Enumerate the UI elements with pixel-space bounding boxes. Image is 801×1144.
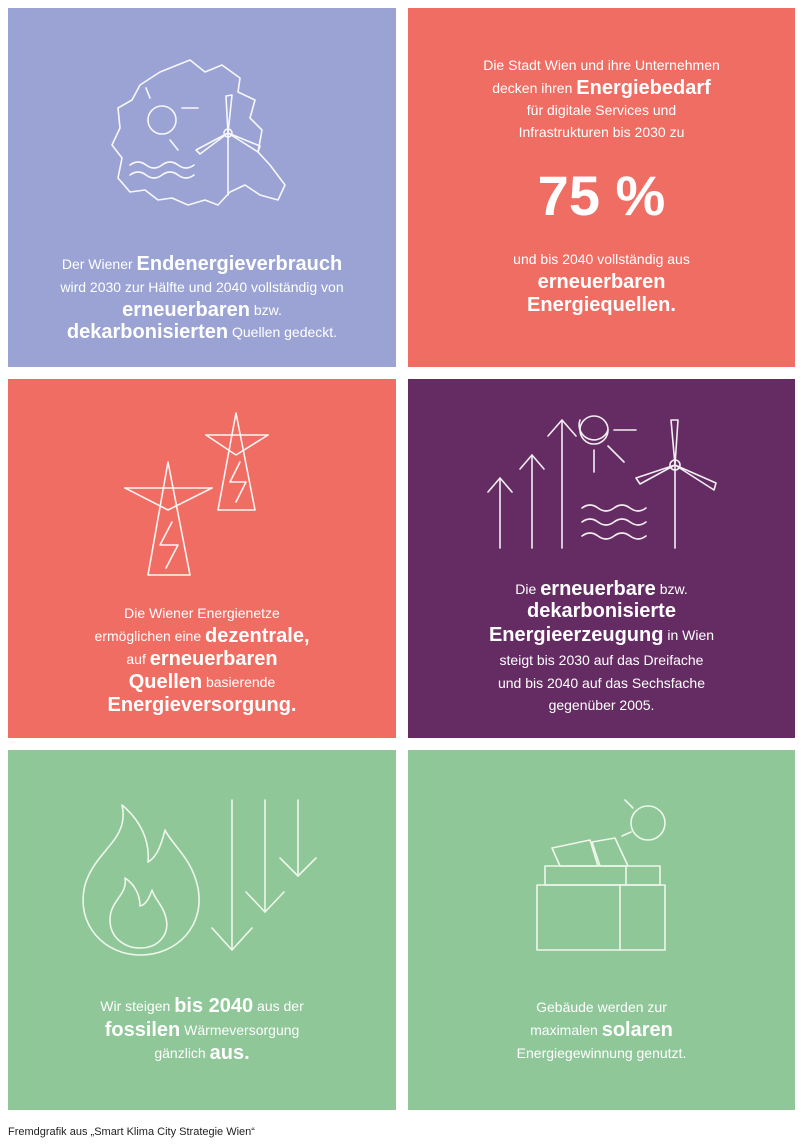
emphasis: Energieerzeugung [489,624,663,646]
icon-renewables [487,415,717,549]
panel-background [408,8,795,367]
text-run: steigt bis 2030 auf das Dreifache [500,652,704,668]
emphasis: erneuerbare [540,578,656,600]
text-run: Der Wiener [62,256,137,272]
panel-background [8,750,396,1110]
panel-text-line: maximalen solaren [530,1019,673,1041]
panel-text-line: auf erneuerbaren [126,648,277,670]
icons [82,59,717,956]
emphasis: solaren [602,1019,673,1041]
text-run: ermöglichen eine [95,628,206,644]
text-run: gegenüber 2005. [549,697,655,713]
caption: Fremdgrafik aus „Smart Klima City Strate… [8,1126,255,1138]
emphasis: erneuerbaren [150,648,278,670]
text-run: und bis 2040 auf das Sechsfache [498,675,705,691]
emphasis: 75 % [538,164,666,227]
panel-text-line: erneuerbaren bzw. [122,299,282,321]
emphasis: dekarbonisierte [527,600,676,622]
panel-text-line: Wir steigen bis 2040 aus der [100,995,304,1017]
panel: Gebäude werden zur maximalen solaren Energ… [408,750,795,1110]
panel-text-line: erneuerbaren [538,271,666,293]
text-run: in Wien [663,627,714,643]
text-run: wird 2030 zur Hälfte und 2040 vollständi… [59,279,343,295]
panel-text-line: Infrastrukturen bis 2030 zu [519,124,685,140]
panel-text-line: dekarbonisierte [527,600,676,622]
text-run: Die [515,581,540,597]
panel-text-line: Quellen basierende [129,671,276,693]
panel-text-line: dekarbonisierten Quellen gedeckt. [67,321,337,343]
text-run: gänzlich [154,1045,209,1061]
panel-text-line: Energieerzeugung in Wien [489,624,714,646]
icon-pylons [124,412,269,576]
panel-background [408,379,795,738]
panel-text-line: Die Wiener Energienetze [124,605,280,621]
panel-text-line: für digitale Services und [527,102,676,118]
panel-text-line: Die erneuerbare bzw. [515,578,687,600]
text-run: Gebäude werden zur [536,999,667,1015]
text-run: Infrastrukturen bis 2030 zu [519,124,685,140]
panel: Die Stadt Wien und ihre Unternehmen decke… [408,8,795,367]
panel-text-line: 75 % [538,164,666,227]
emphasis: bis 2040 [174,995,253,1017]
panel-text-line: gegenüber 2005. [549,697,655,713]
panel-background [408,750,795,1110]
text-run: bzw. [656,581,688,597]
emphasis: Energiequellen. [527,294,676,316]
panel-text-line: Energieversorgung. [108,694,297,716]
panel-text-line: und bis 2040 vollständig aus [513,251,690,267]
icon-vienna [111,59,286,206]
emphasis: aus. [210,1042,250,1064]
panel: Der Wiener Endenergieverbrauch wird 2030 … [8,8,396,367]
emphasis: fossilen [105,1019,181,1041]
emphasis: Energiebedarf [576,77,711,99]
emphasis: erneuerbaren [538,271,666,293]
emphasis: Endenergieverbrauch [137,253,343,275]
panel: Die Wiener Energienetze ermöglichen eine … [8,379,396,738]
panel-text-line: und bis 2040 auf das Sechsfache [498,675,705,691]
text-run: maximalen [530,1022,602,1038]
text-run: auf [126,651,149,667]
emphasis: Energieversorgung. [108,694,297,716]
emphasis: Quellen [129,671,202,693]
text-run: Quellen gedeckt. [228,324,337,340]
panel-text-line: ermöglichen eine dezentrale, [95,625,310,647]
panel-text-line: fossilen Wärmeversorgung [105,1019,300,1041]
icon-flame [82,799,317,956]
panel-text-line: Energiequellen. [527,294,676,316]
panel-background [8,8,396,367]
text-run: bzw. [250,302,282,318]
panel-text-line: wird 2030 zur Hälfte und 2040 vollständi… [59,279,343,295]
emphasis: dekarbonisierten [67,321,228,343]
emphasis: erneuerbaren [122,299,250,321]
panel-text-line: Der Wiener Endenergieverbrauch [62,253,342,275]
panel-text-line: Gebäude werden zur [536,999,667,1015]
text-run: basierende [202,674,275,690]
text-run: Wärmeversorgung [180,1022,299,1038]
text-run: Energiegewinnung genutzt. [517,1045,687,1061]
text-run: für digitale Services und [527,102,676,118]
panels: Der Wiener Endenergieverbrauch wird 2030 … [8,8,795,1110]
panel: Die erneuerbare bzw.dekarbonisierteEnerg… [408,379,795,738]
panel-text-line: gänzlich aus. [154,1042,249,1064]
text-run: Wir steigen [100,998,174,1014]
panel-text-line: decken ihren Energiebedarf [492,77,711,99]
panel-text-line: steigt bis 2030 auf das Dreifache [500,652,704,668]
icon-solar-building [536,799,666,951]
text-run: aus der [253,998,304,1014]
panel-text-line: Energiegewinnung genutzt. [517,1045,687,1061]
text-run: decken ihren [492,80,576,96]
text-run: und bis 2040 vollständig aus [513,251,690,267]
panel-background [8,379,396,738]
text-run: Die Stadt Wien und ihre Unternehmen [483,57,720,73]
panel-text-line: Die Stadt Wien und ihre Unternehmen [483,57,720,73]
text-run: Die Wiener Energienetze [124,605,280,621]
emphasis: dezentrale, [205,625,309,647]
